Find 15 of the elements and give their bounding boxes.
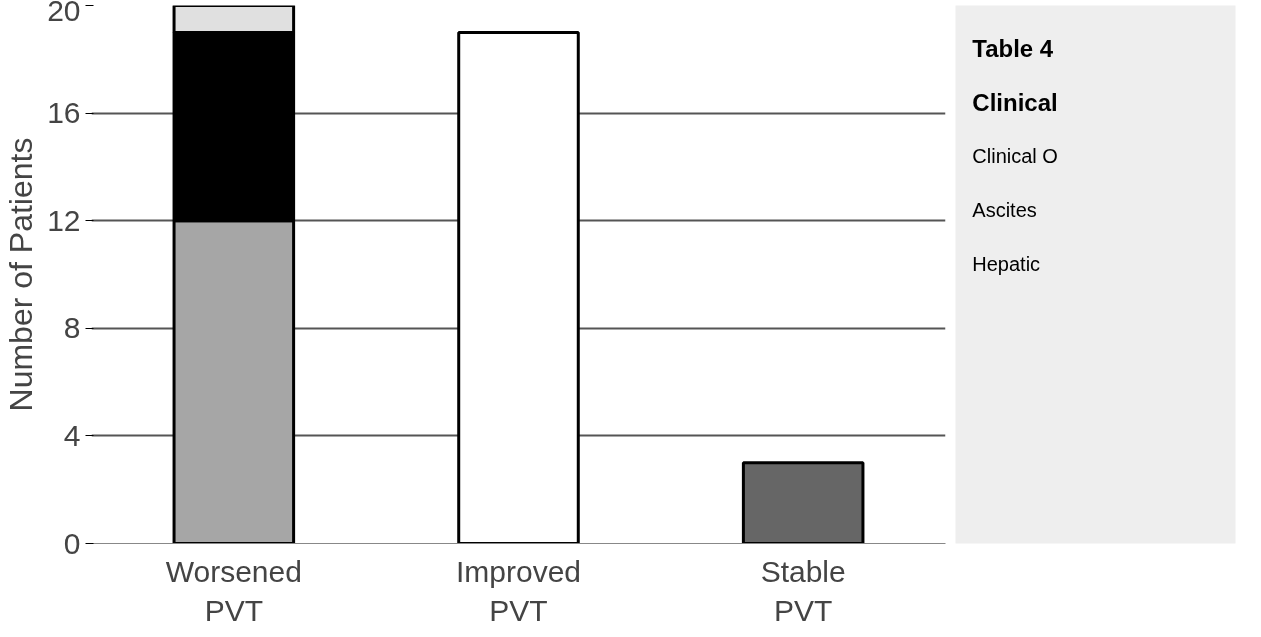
text: Clinical O xyxy=(972,145,1058,168)
y-tick-label: 20 xyxy=(47,0,81,27)
caption: Table 4 xyxy=(972,35,1054,63)
y-tick-label: 0 xyxy=(63,526,81,560)
x-tick-label: Worsened PVT xyxy=(165,554,302,628)
y-axis-title: Number of Patients xyxy=(3,137,40,412)
text: Clinical xyxy=(972,88,1058,116)
x-tick-label: Stable PVT xyxy=(760,554,846,628)
text: Ascites xyxy=(972,198,1037,221)
y-tick-label: 8 xyxy=(63,311,81,345)
y-tick-label: 16 xyxy=(47,96,81,130)
x-tick-label: Improved PVT xyxy=(455,554,582,628)
text: Hepatic xyxy=(972,252,1041,275)
y-tick-label: 12 xyxy=(47,203,81,237)
y-tick-label: 4 xyxy=(63,418,81,452)
